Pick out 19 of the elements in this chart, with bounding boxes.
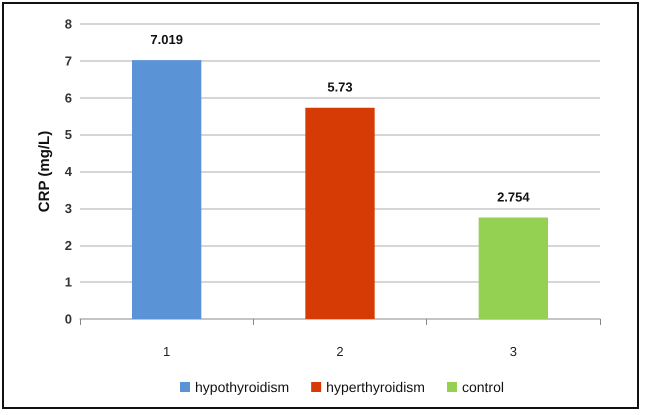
y-tick-label: 0 [64, 312, 72, 326]
y-tick-label: 4 [64, 164, 73, 179]
x-tick-label: 2 [336, 344, 344, 359]
data-label: 2.754 [497, 189, 530, 204]
legend-label: hypothyroidism [195, 379, 290, 395]
legend-label: control [462, 379, 504, 395]
y-tick-label: 5 [64, 127, 72, 142]
y-tick-label: 7 [64, 53, 72, 68]
y-tick-label: 6 [64, 90, 72, 106]
data-label: 5.73 [327, 80, 353, 95]
legend-label: hyperthyroidism [326, 379, 425, 395]
data-label: 7.019 [150, 32, 183, 48]
x-tick-label: 3 [510, 344, 517, 359]
y-tick-label: 8 [64, 16, 72, 32]
y-axis-title: CRP (mg/L) [36, 130, 53, 212]
y-tick-label: 1 [64, 274, 72, 290]
y-tick-label: 3 [64, 200, 72, 216]
y-tick-label: 2 [64, 238, 72, 253]
x-tick-label: 1 [163, 344, 170, 359]
